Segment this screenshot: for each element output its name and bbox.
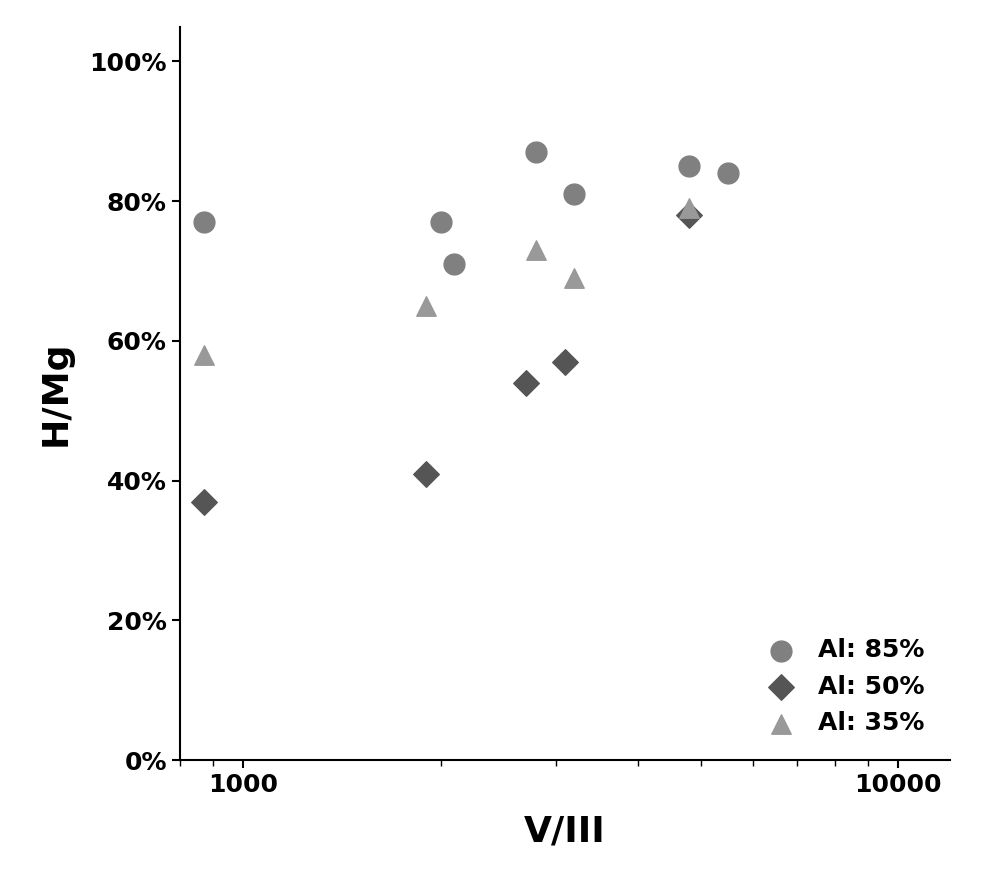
Al: 85%: (3.2e+03, 0.81): 85%: (3.2e+03, 0.81) (566, 187, 582, 202)
Al: 50%: (870, 0.37): 50%: (870, 0.37) (196, 495, 212, 509)
Al: 50%: (4.8e+03, 0.78): 50%: (4.8e+03, 0.78) (681, 208, 697, 222)
Al: 50%: (1.9e+03, 0.41): 50%: (1.9e+03, 0.41) (418, 467, 434, 481)
Al: 85%: (2.1e+03, 0.71): 85%: (2.1e+03, 0.71) (446, 257, 462, 271)
Al: 35%: (870, 0.58): 35%: (870, 0.58) (196, 348, 212, 362)
Y-axis label: H/Mg: H/Mg (39, 340, 73, 446)
Legend: Al: 85%, Al: 50%, Al: 35%: Al: 85%, Al: 50%, Al: 35% (744, 626, 938, 748)
Al: 85%: (2.8e+03, 0.87): 85%: (2.8e+03, 0.87) (528, 145, 544, 159)
Al: 85%: (2e+03, 0.77): 85%: (2e+03, 0.77) (433, 215, 449, 229)
Al: 35%: (1.9e+03, 0.65): 35%: (1.9e+03, 0.65) (418, 299, 434, 313)
Al: 35%: (4.8e+03, 0.79): 35%: (4.8e+03, 0.79) (681, 202, 697, 216)
Al: 85%: (5.5e+03, 0.84): 85%: (5.5e+03, 0.84) (720, 166, 736, 180)
X-axis label: V/III: V/III (524, 814, 606, 848)
Al: 85%: (870, 0.77): 85%: (870, 0.77) (196, 215, 212, 229)
Al: 85%: (4.8e+03, 0.85): 85%: (4.8e+03, 0.85) (681, 159, 697, 173)
Al: 35%: (2.8e+03, 0.73): 35%: (2.8e+03, 0.73) (528, 243, 544, 257)
Al: 50%: (3.1e+03, 0.57): 50%: (3.1e+03, 0.57) (557, 354, 573, 369)
Al: 35%: (3.2e+03, 0.69): 35%: (3.2e+03, 0.69) (566, 271, 582, 286)
Al: 50%: (2.7e+03, 0.54): 50%: (2.7e+03, 0.54) (518, 376, 534, 390)
